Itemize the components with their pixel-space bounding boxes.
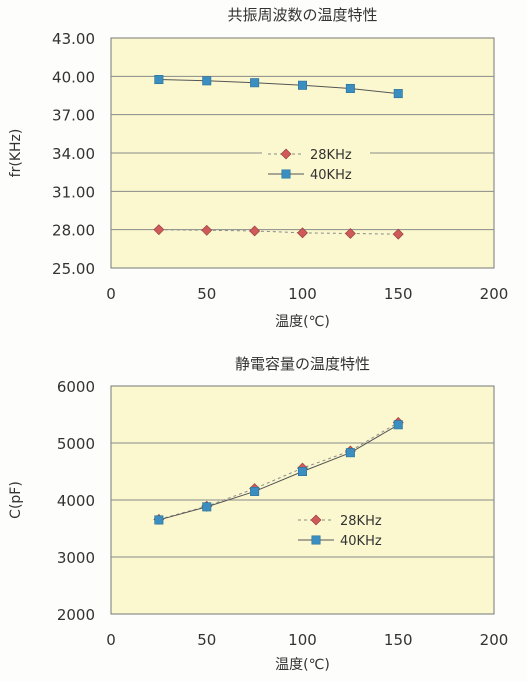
data-point [201, 224, 213, 236]
x-tick-label: 50 [197, 631, 216, 649]
legend-label: 28KHz [310, 148, 352, 163]
y-axis-label: C(pF) [8, 481, 24, 519]
chart-title: 静電容量の温度特性 [235, 355, 370, 373]
y-tick-label: 3000 [57, 549, 95, 567]
data-point [154, 515, 164, 525]
y-tick-label: 4000 [57, 492, 95, 510]
legend-marker [311, 535, 321, 545]
y-tick-label: 28.00 [52, 222, 95, 240]
legend-marker [281, 169, 291, 179]
x-tick-label: 100 [288, 631, 317, 649]
resonance-frequency-chart: 25.00 28.00 31.00 34.00 37.00 40.00 43.00 0 50 10… [8, 6, 508, 330]
y-tick-label: 37.00 [52, 107, 95, 125]
series-40KHz [154, 420, 403, 525]
x-axis-label: 温度(℃) [275, 657, 330, 673]
series-28KHz [153, 224, 404, 240]
data-point [344, 228, 356, 239]
series-40KHz [154, 75, 403, 99]
data-point [297, 227, 308, 239]
y-axis-label: fr(KHz) [8, 129, 24, 178]
x-tick-label: 150 [384, 631, 413, 649]
x-tick-label: 200 [480, 285, 509, 303]
data-point [297, 80, 307, 90]
series-line [158, 424, 399, 521]
x-tick-label: 200 [480, 631, 509, 649]
y-tick-label: 43.00 [52, 30, 95, 48]
data-point [393, 420, 403, 430]
x-tick-label: 100 [288, 285, 317, 303]
x-tick-label: 0 [106, 285, 116, 303]
capacitance-chart: 2000 3000 4000 5000 6000 0 50 100 150 200 静電容量の温度特… [8, 355, 508, 673]
series-line [158, 422, 399, 520]
x-tick-label: 0 [106, 631, 116, 649]
data-point [249, 225, 261, 237]
data-point [345, 448, 355, 458]
x-tick-label: 50 [197, 285, 216, 303]
data-point [392, 228, 404, 240]
legend-label: 40KHz [340, 534, 382, 549]
data-point [202, 76, 212, 86]
legend-box [292, 510, 396, 550]
legend-box [262, 144, 370, 184]
series-line [158, 229, 399, 235]
y-tick-label: 40.00 [52, 68, 95, 86]
data-point [393, 89, 403, 99]
y-tick-label: 6000 [57, 378, 95, 396]
x-axis-label: 温度(℃) [275, 314, 330, 330]
y-tick-label: 5000 [57, 435, 95, 453]
series-line [158, 79, 399, 95]
legend-marker [280, 148, 292, 160]
legend-label: 28KHz [340, 514, 382, 529]
y-tick-label: 31.00 [52, 183, 95, 201]
y-tick-label: 34.00 [52, 145, 95, 163]
data-point [297, 466, 307, 476]
legend-marker [310, 514, 322, 526]
chart-title: 共振周波数の温度特性 [227, 6, 377, 24]
x-tick-label: 150 [384, 285, 413, 303]
data-point [345, 83, 355, 93]
legend: 28KHz 40KHz [262, 144, 370, 184]
data-point [250, 78, 260, 88]
y-tick-label: 25.00 [52, 260, 95, 278]
data-point [250, 486, 260, 496]
data-point [202, 502, 212, 512]
y-tick-label: 2000 [57, 606, 95, 624]
legend-label: 40KHz [310, 168, 352, 183]
data-point [154, 75, 164, 85]
legend: 28KHz 40KHz [292, 510, 396, 550]
data-point [153, 224, 165, 236]
